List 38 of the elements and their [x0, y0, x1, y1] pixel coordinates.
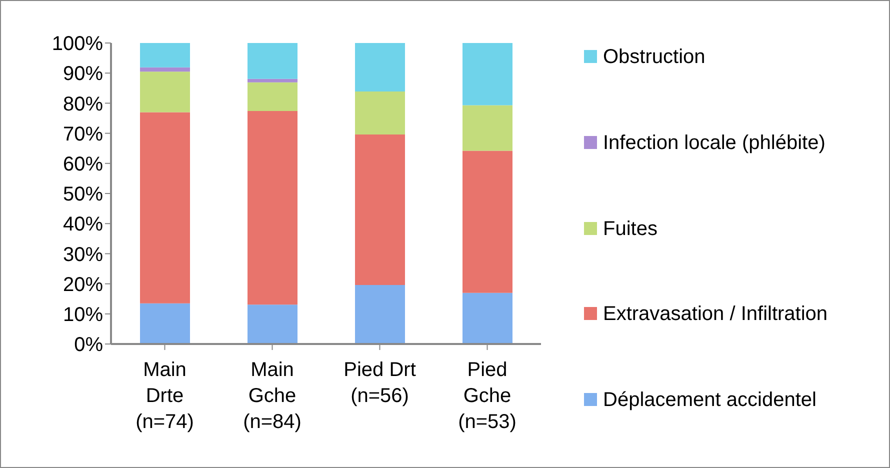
bar: [140, 67, 190, 72]
y-tick-label: 30%: [62, 244, 104, 266]
bar: [462, 105, 512, 151]
bar: [355, 91, 405, 135]
y-tick-label: 40%: [62, 214, 104, 236]
bar: [355, 134, 405, 286]
x-tick-label: Pied Gche (n=53): [458, 359, 516, 433]
legend-label: Infection locale (phlébite): [603, 130, 826, 156]
y-tick-label: 10%: [62, 304, 104, 326]
x-tick-label: Main Drte (n=74): [136, 359, 194, 433]
bar: [355, 43, 405, 92]
legend-label: Obstruction: [603, 45, 706, 70]
bar: [140, 303, 190, 344]
y-tick-label: 0%: [74, 334, 104, 356]
bar: [248, 304, 298, 344]
legend-label: Extravasation / Infiltration: [603, 302, 828, 328]
bar: [248, 82, 298, 112]
x-tick-label: Main Gche (n=84): [243, 359, 302, 433]
legend-label: Déplacement accidentel: [603, 388, 816, 413]
y-tick-label: 50%: [62, 184, 104, 206]
y-tick-label: 20%: [62, 274, 104, 296]
bar: [355, 285, 405, 344]
y-tick-label: 70%: [62, 123, 104, 146]
x-tick-label: Pied Drt (n=56): [344, 359, 416, 407]
y-tick-label: 60%: [62, 154, 104, 176]
y-tick-label: 100%: [52, 33, 104, 56]
y-tick-label: 80%: [62, 93, 104, 116]
y-tick-label: 90%: [62, 63, 104, 86]
bar: [462, 150, 512, 293]
bar: [462, 43, 512, 106]
bar: [140, 72, 190, 112]
bar: [248, 78, 298, 82]
legend-label: Fuites: [603, 216, 658, 242]
bar: [248, 43, 298, 79]
bar: [140, 43, 190, 68]
bar: [462, 292, 512, 344]
bar: [248, 111, 298, 305]
bar: [140, 112, 190, 304]
